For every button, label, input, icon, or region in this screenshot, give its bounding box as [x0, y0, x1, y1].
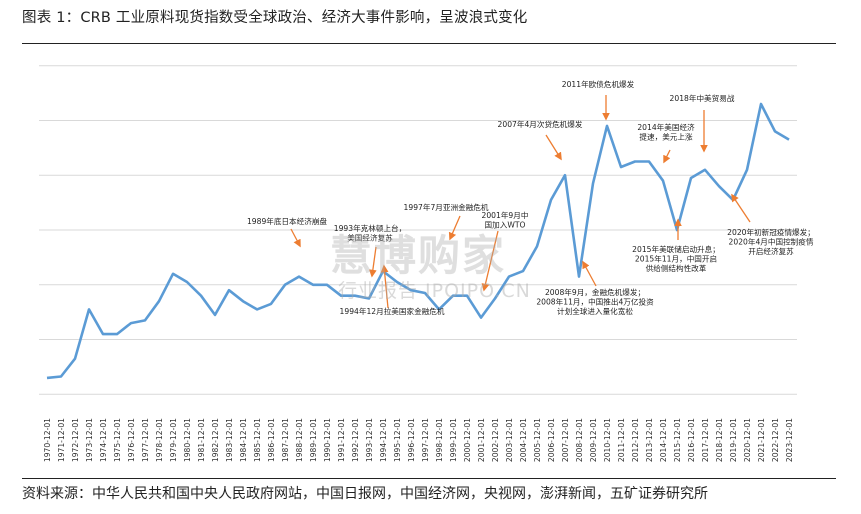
x-tick-label: 1982-12-01 — [211, 418, 220, 462]
annotation-label: 2020年初新冠疫情爆发； 2020年4月中国控制疫情开启经济复苏 — [727, 227, 815, 256]
annotation-label: 2001年9月中国加入WTO — [482, 210, 529, 229]
chart-title: 图表 1：CRB 工业原料现货指数受全球政治、经济大事件影响，呈波浪式变化 — [22, 10, 528, 26]
annotation-label: 2018年中美贸易战 — [670, 93, 735, 103]
x-tick-label: 1984-12-01 — [239, 418, 248, 462]
annotation-arrow — [582, 260, 597, 287]
annotation-label: 1989年底日本经济崩盘 — [247, 216, 327, 226]
x-tick-label: 1997-12-01 — [421, 418, 430, 462]
x-tick-label: 1972-12-01 — [71, 418, 80, 462]
source-note: 资料来源：中华人民共和国中央人民政府网站，中国日报网，中国经济网，央视网，澎湃新… — [22, 486, 708, 502]
x-tick-label: 1980-12-01 — [183, 418, 192, 462]
x-tick-label: 1976-12-01 — [127, 418, 136, 462]
annotation-arrow — [731, 193, 751, 223]
annotation-arrow — [290, 228, 301, 248]
x-tick-label: 1977-12-01 — [141, 418, 150, 462]
annotation-arrow — [545, 134, 562, 161]
x-tick-label: 2007-12-01 — [561, 418, 570, 462]
annotation-label: 2008年9月，金融危机爆发； 2008年11月，中国推出4万亿投资计划全球进入量… — [536, 287, 654, 316]
x-tick-label: 1989-12-01 — [309, 418, 318, 462]
x-tick-label: 2014-12-01 — [659, 418, 668, 462]
watermark-subtitle: 行业报告 IPOIPO.CN — [338, 280, 531, 302]
x-tick-label: 1983-12-01 — [225, 418, 234, 462]
x-tick-label: 2020-12-01 — [743, 418, 752, 462]
x-tick-label: 2005-12-01 — [533, 418, 542, 462]
x-tick-label: 1993-12-01 — [365, 418, 374, 462]
x-tick-label: 2004-12-01 — [519, 418, 528, 462]
x-tick-label: 1971-12-01 — [57, 418, 66, 462]
x-axis-ticks: 1970-12-01 1971-12-01 1972-12-01 1973-12-01… — [43, 418, 794, 462]
annotation-arrow — [380, 264, 389, 309]
x-tick-label: 1978-12-01 — [155, 418, 164, 462]
grid-lines — [39, 65, 797, 395]
x-tick-label: 2010-12-01 — [603, 418, 612, 462]
x-tick-label: 2009-12-01 — [589, 418, 598, 462]
x-tick-label: 1988-12-01 — [295, 418, 304, 462]
x-tick-label: 1998-12-01 — [435, 418, 444, 462]
x-tick-label: 1999-12-01 — [449, 418, 458, 462]
x-tick-label: 2012-12-01 — [631, 418, 640, 462]
x-tick-label: 1995-12-01 — [393, 418, 402, 462]
x-tick-label: 1996-12-01 — [407, 418, 416, 462]
x-tick-label: 1991-12-01 — [337, 418, 346, 462]
x-tick-label: 2017-12-01 — [701, 418, 710, 462]
x-tick-label: 2003-12-01 — [505, 418, 514, 462]
annotation-arrow — [368, 246, 377, 278]
x-tick-label: 1986-12-01 — [267, 418, 276, 462]
annotation-label: 1994年12月拉美国家金融危机 — [340, 306, 445, 316]
watermark-logo: 慧博购家 — [330, 231, 507, 280]
x-tick-label: 1992-12-01 — [351, 418, 360, 462]
x-tick-label: 2011-12-01 — [617, 418, 626, 462]
annotation-arrows — [290, 95, 751, 309]
annotation-arrow — [481, 230, 499, 292]
x-tick-label: 1970-12-01 — [43, 418, 52, 462]
x-tick-label: 2018-12-01 — [715, 418, 724, 462]
x-tick-label: 2006-12-01 — [547, 418, 556, 462]
x-tick-label: 1990-12-01 — [323, 418, 332, 462]
x-tick-label: 1987-12-01 — [281, 418, 290, 462]
x-tick-label: 2013-12-01 — [645, 418, 654, 462]
x-tick-label: 2000-12-01 — [463, 418, 472, 462]
x-tick-label: 2015-12-01 — [673, 418, 682, 462]
series-line — [46, 102, 790, 380]
x-tick-label: 1974-12-01 — [99, 418, 108, 462]
x-tick-label: 2021-12-01 — [757, 418, 766, 462]
x-tick-label: 2008-12-01 — [575, 418, 584, 462]
annotation-label: 2014年美国经济提速，美元上涨 — [637, 122, 695, 141]
x-tick-label: 1979-12-01 — [169, 418, 178, 462]
annotation-arrow — [448, 215, 461, 241]
bottom-rule — [22, 478, 836, 479]
x-tick-label: 2022-12-01 — [771, 418, 780, 462]
x-tick-label: 2001-12-01 — [477, 418, 486, 462]
annotation-label: 2015年美联储启动升息； 2015年11月，中国开启供给侧结构性改革 — [632, 244, 720, 273]
top-rule — [22, 43, 836, 44]
x-tick-label: 1985-12-01 — [253, 418, 262, 462]
x-tick-label: 2016-12-01 — [687, 418, 696, 462]
x-tick-label: 1981-12-01 — [197, 418, 206, 462]
annotation-label: 1997年7月亚洲金融危机 — [404, 202, 489, 212]
annotation-label: 2007年4月次贷危机爆发 — [498, 119, 583, 129]
x-tick-label: 2023-12-01 — [785, 418, 794, 462]
x-tick-label: 1994-12-01 — [379, 418, 388, 462]
x-tick-label: 2002-12-01 — [491, 418, 500, 462]
x-tick-label: 1973-12-01 — [85, 418, 94, 462]
annotation-labels: 2011年欧债危机爆发 2018年中美贸易战 2007年4月次贷危机爆发 2014年美… — [247, 79, 815, 316]
x-tick-label: 2019-12-01 — [729, 418, 738, 462]
annotation-arrow — [663, 149, 671, 164]
annotation-label: 1993年克林顿上台，美国经济复苏 — [334, 223, 406, 242]
x-tick-label: 1975-12-01 — [113, 418, 122, 462]
annotation-label: 2011年欧债危机爆发 — [562, 79, 635, 89]
